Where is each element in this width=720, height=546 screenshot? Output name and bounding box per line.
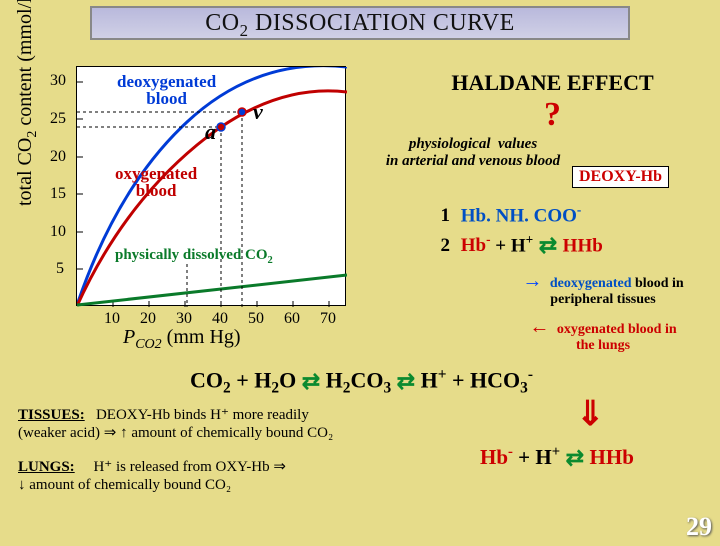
a-label: a — [205, 119, 216, 145]
arrow-left-icon: ← — [529, 316, 549, 338]
slide-title: CO2 DISSOCIATION CURVE — [90, 6, 630, 40]
haldane-section: HALDANE EFFECT ? — [400, 70, 705, 132]
ytick-5: 5 — [56, 260, 64, 278]
lower-equation: Hb- + H+ ⇄ HHb — [480, 444, 634, 471]
physiological-note: physiological values in arterial and ven… — [368, 136, 578, 170]
arrow-right-icon: → — [522, 270, 542, 292]
xt-60: 60 — [284, 310, 300, 328]
ytick-30: 30 — [50, 72, 66, 90]
oxy-curve-label: oxygenated blood — [115, 165, 197, 199]
question-mark: ? — [400, 98, 705, 132]
dissolved-label: physically dissolved CO2 — [115, 247, 273, 266]
page-number: 29 — [686, 512, 712, 542]
point-a — [217, 123, 225, 131]
point-v — [238, 108, 246, 116]
dissociation-chart: total CO2 content (mmol/l) deoxygenated … — [18, 66, 358, 346]
ytick-20: 20 — [50, 148, 66, 166]
ytick-10: 10 — [50, 223, 66, 241]
y-axis-label: total CO2 content (mmol/l) — [14, 0, 41, 206]
down-arrows-icon: ⇓ — [576, 398, 605, 432]
ytick-25: 25 — [50, 110, 66, 128]
dissolved-line — [77, 275, 347, 305]
chart-plot-area: deoxygenated blood oxygenated blood v a … — [76, 66, 346, 306]
xt-10: 10 — [104, 310, 120, 328]
legend-oxy: ← oxygenated blood in the lungs — [498, 316, 708, 353]
legend-deoxy: → deoxygenated blood in peripheral tissu… — [498, 270, 708, 307]
x-axis-label: PCO2 (mm Hg) — [123, 326, 241, 353]
v-label: v — [253, 99, 263, 125]
main-equation: CO2 + H2O ⇄ H2CO3 ⇄ H+ + HCO3- — [190, 366, 533, 398]
deoxy-curve-label: deoxygenated blood — [117, 73, 216, 107]
reaction-2: 2 Hb- + H+ ⇄ HHb — [432, 232, 603, 258]
tissues-explanation: TISSUES: DEOXY-Hb binds H⁺ more readily … — [18, 406, 438, 442]
title-pre: CO — [205, 10, 239, 36]
haldane-title: HALDANE EFFECT — [400, 70, 705, 96]
reaction-1: 1 Hb. NH. COO- — [432, 202, 581, 227]
lungs-explanation: LUNGS: H⁺ is released from OXY-Hb ⇒ ↓ am… — [18, 458, 438, 494]
deoxy-hb-box: DEOXY-Hb — [572, 166, 669, 188]
xt-70: 70 — [320, 310, 336, 328]
xt-50: 50 — [248, 310, 264, 328]
ytick-15: 15 — [50, 185, 66, 203]
title-post: DISSOCIATION CURVE — [248, 10, 514, 36]
